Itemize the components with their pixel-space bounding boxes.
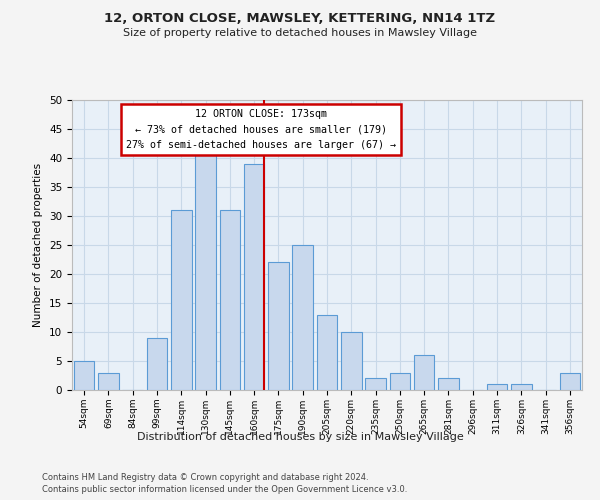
Bar <box>292 245 313 390</box>
Bar <box>365 378 386 390</box>
Bar <box>268 262 289 390</box>
Bar <box>74 361 94 390</box>
Text: 12 ORTON CLOSE: 173sqm
← 73% of detached houses are smaller (179)
27% of semi-de: 12 ORTON CLOSE: 173sqm ← 73% of detached… <box>126 108 396 150</box>
Bar <box>414 355 434 390</box>
Bar <box>511 384 532 390</box>
Bar <box>317 314 337 390</box>
Bar <box>98 372 119 390</box>
Text: Contains HM Land Registry data © Crown copyright and database right 2024.: Contains HM Land Registry data © Crown c… <box>42 472 368 482</box>
Bar <box>560 372 580 390</box>
Bar <box>389 372 410 390</box>
Text: Distribution of detached houses by size in Mawsley Village: Distribution of detached houses by size … <box>137 432 463 442</box>
Bar <box>146 338 167 390</box>
Bar <box>195 152 216 390</box>
Y-axis label: Number of detached properties: Number of detached properties <box>34 163 43 327</box>
Text: Contains public sector information licensed under the Open Government Licence v3: Contains public sector information licen… <box>42 485 407 494</box>
Bar <box>171 210 191 390</box>
Text: 12, ORTON CLOSE, MAWSLEY, KETTERING, NN14 1TZ: 12, ORTON CLOSE, MAWSLEY, KETTERING, NN1… <box>104 12 496 26</box>
Bar <box>487 384 508 390</box>
Text: Size of property relative to detached houses in Mawsley Village: Size of property relative to detached ho… <box>123 28 477 38</box>
Bar <box>244 164 265 390</box>
Bar <box>438 378 459 390</box>
Bar <box>341 332 362 390</box>
Bar <box>220 210 240 390</box>
